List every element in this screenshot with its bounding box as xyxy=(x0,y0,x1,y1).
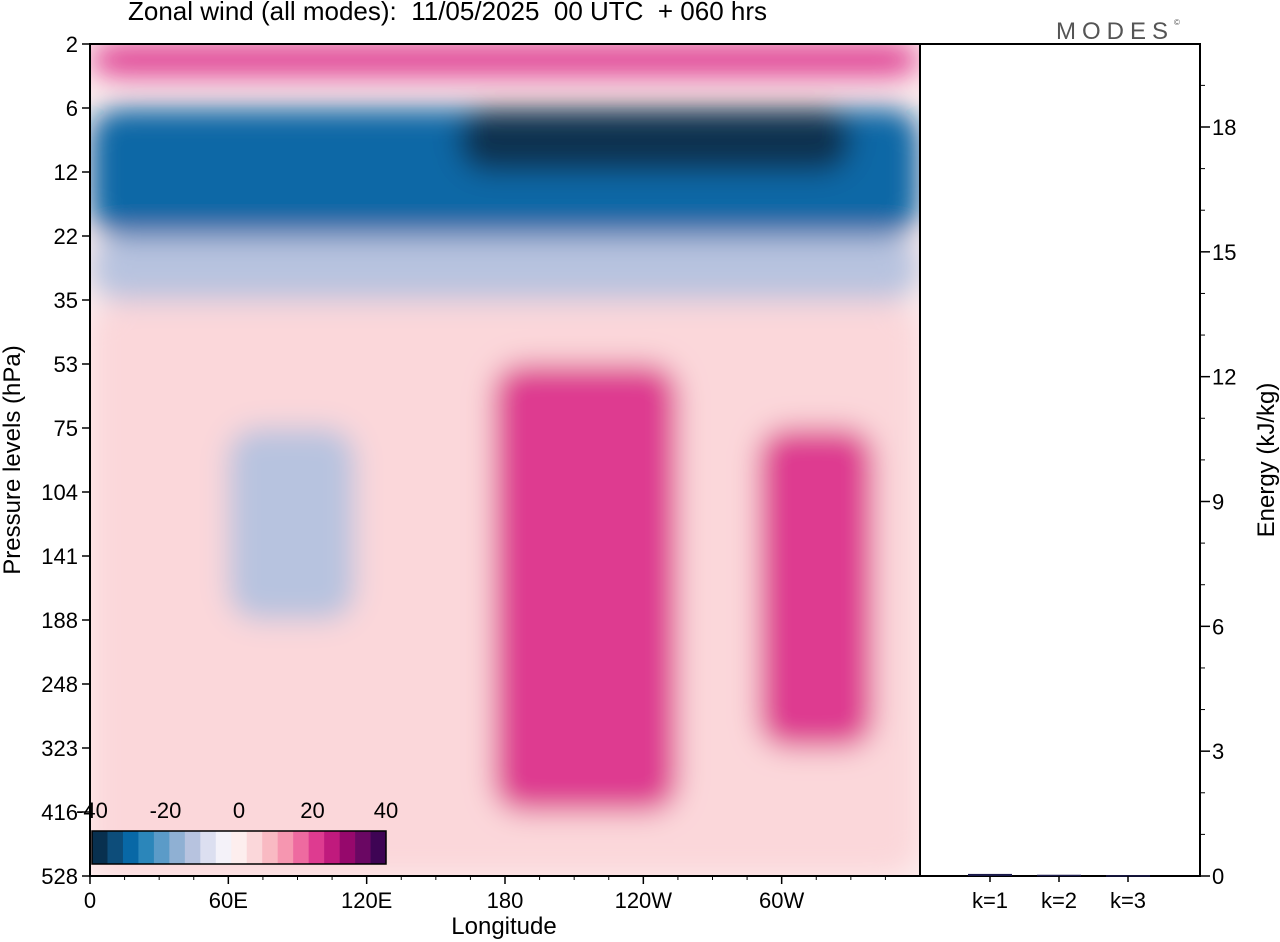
energy-tick-label: 6 xyxy=(1212,614,1224,639)
x-tick-label: 0 xyxy=(84,888,96,913)
colorbar-tick-label: 40 xyxy=(374,798,398,823)
colorbar-tick-label: 20 xyxy=(300,798,324,823)
y-tick-label: 12 xyxy=(54,160,78,185)
energy-tick-label: 3 xyxy=(1212,739,1224,764)
x-tick-label: 180 xyxy=(487,888,524,913)
brand-text: MODES xyxy=(1056,18,1175,45)
x-tick-label: 120W xyxy=(615,888,673,913)
y-tick-label: 75 xyxy=(54,416,78,441)
colorbar-swatch xyxy=(339,831,356,864)
energy-bar-k=1 xyxy=(968,873,1012,876)
energy-bars: k=1 k=2 k=3 xyxy=(968,873,1150,913)
y-axis: 2 6 12 22 35 53 75 104 141 188 248 323 416 528 xyxy=(41,32,90,889)
energy-tick-label: 0 xyxy=(1212,864,1224,889)
energy-axis-title: Energy (kJ/kg) xyxy=(1253,383,1280,538)
energy-tick-label: 15 xyxy=(1212,240,1236,265)
colorbar-swatch xyxy=(184,831,201,864)
chart-title: Zonal wind (all modes): 11/05/2025 00 UT… xyxy=(128,0,768,26)
region-easterly-core xyxy=(458,108,851,172)
energy-category-label: k=1 xyxy=(972,888,1008,913)
colorbar-swatch xyxy=(153,831,170,864)
colorbar-swatch xyxy=(169,831,186,864)
colorbar-swatch xyxy=(215,831,232,864)
colorbar-swatch xyxy=(308,831,325,864)
heatmap-regions xyxy=(90,44,920,876)
heatmap-field xyxy=(90,44,920,876)
energy-panel-frame xyxy=(919,43,1201,877)
colorbar-tick-label: -40 xyxy=(76,798,108,823)
colorbar-swatch xyxy=(200,831,217,864)
x-axis: 0 60E 120E 180 120W 60W xyxy=(84,876,886,913)
colorbar-swatch xyxy=(231,831,248,864)
region-upper-positive-band xyxy=(90,44,920,76)
x-tick-label: 60W xyxy=(759,888,804,913)
y-tick-label: 141 xyxy=(41,544,78,569)
energy-bar-k=3 xyxy=(1106,875,1150,877)
colorbar-swatch xyxy=(107,831,124,864)
colorbar-swatch xyxy=(262,831,278,864)
colorbar-swatch xyxy=(324,831,340,864)
y-tick-label: 528 xyxy=(41,864,78,889)
energy-axis: 0 3 6 9 12 15 18 xyxy=(1200,84,1236,889)
y-tick-label: 6 xyxy=(66,96,78,121)
y-tick-label: 248 xyxy=(41,672,78,697)
colorbar-swatch xyxy=(92,831,108,864)
energy-bar-k=2 xyxy=(1037,874,1081,877)
x-axis-title: Longitude xyxy=(451,913,556,940)
energy-category-label: k=3 xyxy=(1110,888,1146,913)
y-tick-label: 104 xyxy=(41,480,78,505)
colorbar-swatch xyxy=(122,831,139,864)
colorbar-swatch xyxy=(355,831,371,864)
colorbar-swatch xyxy=(370,831,387,864)
brand-logo: MODES© xyxy=(1056,18,1180,46)
energy-tick-label: 12 xyxy=(1212,365,1236,390)
x-tick-label: 120E xyxy=(341,888,392,913)
energy-category-label: k=2 xyxy=(1041,888,1077,913)
colorbar-frame xyxy=(91,830,387,865)
y-tick-label: 53 xyxy=(54,352,78,377)
colorbar-swatch xyxy=(246,831,263,864)
y-tick-label: 22 xyxy=(54,224,78,249)
colorbar-swatch xyxy=(293,831,309,864)
region-easterly-pocket-60E-120E xyxy=(228,428,356,620)
energy-tick-label: 9 xyxy=(1212,490,1224,515)
y-tick-label: 2 xyxy=(66,32,78,57)
colorbar-swatch xyxy=(277,831,294,864)
brand-mark: © xyxy=(1174,18,1180,27)
x-tick-label: 60E xyxy=(209,888,248,913)
region-westerly-max-near-130W xyxy=(493,364,678,812)
y-axis-title: Pressure levels (hPa) xyxy=(0,345,26,574)
region-transition-band xyxy=(90,236,920,300)
y-tick-label: 416 xyxy=(41,800,78,825)
colorbar: -40 -20 0 20 40 xyxy=(76,798,398,865)
y-tick-label: 35 xyxy=(54,288,78,313)
colorbar-tick-label: 0 xyxy=(233,798,245,823)
y-tick-label: 188 xyxy=(41,608,78,633)
colorbar-swatch xyxy=(138,831,155,864)
colorbar-tick-label: -20 xyxy=(150,798,182,823)
y-tick-label: 323 xyxy=(41,736,78,761)
region-westerly-max-near-60W xyxy=(758,428,874,748)
energy-tick-label: 18 xyxy=(1212,115,1236,140)
